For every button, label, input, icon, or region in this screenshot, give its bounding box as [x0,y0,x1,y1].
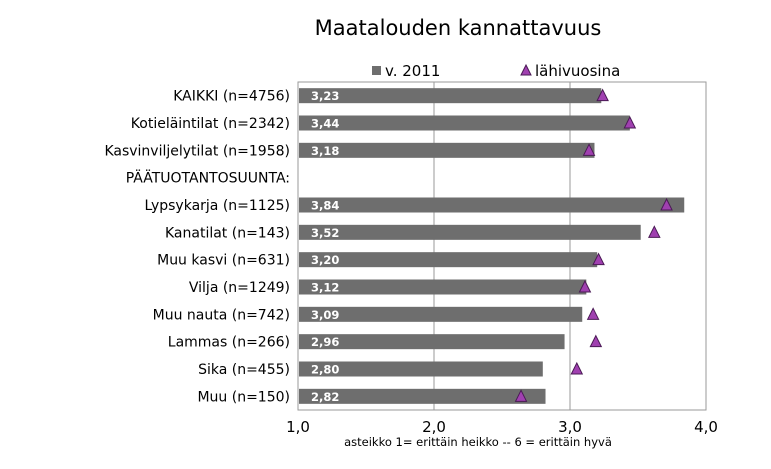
bar [299,197,685,213]
bar-value-label: 3,18 [311,144,339,158]
legend-swatch-marker [520,63,532,76]
marker-triangle [623,115,637,129]
category-label: Lammas (n=266) [168,335,290,351]
bar-value-label: 3,84 [311,199,339,213]
marker-triangle [660,197,673,211]
bar-value-label: 3,44 [311,117,339,131]
gridlines [433,82,571,410]
category-label: Vilja (n=1249) [189,280,290,296]
bar-value-label: 3,23 [311,89,339,103]
marker-triangle [589,334,603,348]
x-tick-label: 3,0 [558,418,582,436]
category-labels: KAIKKI (n=4756) Kotieläintilat (n=2342) Ka… [104,89,290,406]
bar-value-label: 3,12 [311,281,339,295]
category-label: PÄÄTUOTANTOSUUNTA: [126,169,290,187]
bar-value-label: 2,80 [311,363,339,377]
legend-swatch-bar [372,66,381,75]
bar [299,279,587,295]
category-label: Muu (n=150) [197,389,290,405]
bar-value-label: 3,20 [311,253,339,267]
category-label: Muu kasvi (n=631) [157,253,290,269]
category-label: KAIKKI (n=4756) [173,89,290,105]
bar [299,388,546,404]
legend-label-bar: v. 2011 [385,62,440,80]
bar [299,142,595,158]
x-tick-label: 4,0 [694,418,718,436]
category-label: Lypsykarja (n=1125) [144,198,290,214]
data-labels: 3,23 3,44 3,18 3,84 3,52 3,20 3,12 3,09 2,96 2,80… [311,89,339,404]
x-axis-label: asteikko 1= erittäin heikko -- 6 = eritt… [344,435,612,449]
bar [299,306,583,322]
marker-triangle [596,88,609,102]
marker-triangle [592,252,605,266]
category-label: Sika (n=455) [198,362,290,378]
marker-triangle [582,143,596,156]
bar [299,361,543,377]
bars [299,88,685,404]
markers [514,88,673,402]
bar-value-label: 2,96 [311,335,339,349]
bar-value-label: 3,09 [311,308,339,322]
marker-triangle [648,225,661,238]
x-axis-ticks: 1,0 2,0 3,0 4,0 [286,418,718,436]
marker-triangle [578,279,592,293]
bar [299,252,598,268]
category-label: Kanatilat (n=143) [165,225,290,241]
marker-triangle [570,361,584,375]
category-label: Kasvinviljelytilat (n=1958) [104,143,290,159]
plot-area [297,81,707,411]
bar-value-label: 3,52 [311,226,339,240]
x-tick-label: 2,0 [422,418,446,436]
category-label: Kotieläintilat (n=2342) [131,116,290,132]
bar [299,88,602,104]
marker-triangle [514,389,528,402]
bar [299,334,565,350]
bar [299,224,641,240]
legend-label-marker: lähivuosina [535,62,620,80]
marker-triangle [586,307,600,320]
bar-value-label: 2,82 [311,390,339,404]
x-tick-label: 1,0 [286,418,310,436]
legend: v. 2011 lähivuosina [372,62,620,80]
chart-title: Maatalouden kannattavuus [315,16,602,40]
category-label: Muu nauta (n=742) [153,307,290,323]
bar [299,115,630,131]
